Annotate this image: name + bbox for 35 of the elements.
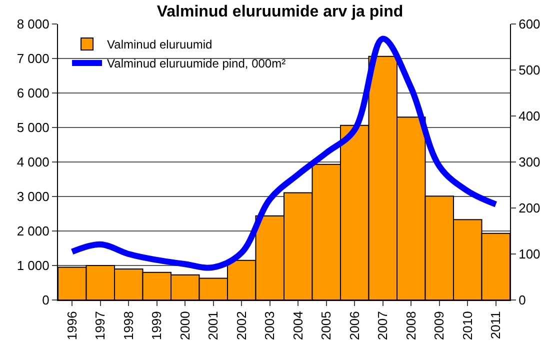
y-tick-label: 7 000 [16,51,50,66]
y2-tick-label: 400 [518,108,540,124]
y-tick-label: 1 000 [16,258,50,274]
y-tick-label: 0 [42,292,50,308]
x-tick-label: 2010 [460,311,475,340]
y2-tick-label: 100 [518,246,540,262]
y2-tick-label: 300 [518,154,540,170]
x-tick-label: 2005 [318,311,334,340]
x-tick-label: 2006 [346,311,362,340]
y-tick-label: 3 000 [16,189,50,204]
x-tick-label: 1998 [120,311,136,340]
y-tick-label: 8 000 [16,16,50,32]
x-tick-label: 2003 [262,311,278,340]
x-tick-label: 2000 [177,311,192,340]
y2-tick-label: 500 [518,62,540,78]
x-tick-label: 2008 [403,311,418,340]
y2-tick-label: 0 [518,292,526,308]
y-tick-label: 4 000 [16,154,50,170]
x-tick-label: 2009 [432,311,447,340]
x-tick-label: 1999 [149,311,164,340]
y-tick-label: 2 000 [16,224,50,239]
x-tick-label: 2002 [234,311,249,340]
chart-title: Valminud eluruumide arv ja pind [156,3,404,20]
x-tick-label: 2007 [375,311,390,340]
x-tick-label: 2011 [488,311,504,340]
x-tick-label: 1997 [92,311,108,340]
legend-label: Valminud eluruumid [107,38,212,52]
x-tick-label: 2004 [290,311,306,340]
y2-tick-label: 600 [518,16,540,32]
y-tick-label: 5 000 [16,120,50,136]
y-tick-label: 6 000 [16,86,50,101]
legend-label: Valminud eluruumide pind, 000m² [107,56,286,71]
y2-tick-label: 200 [518,200,540,216]
x-tick-label: 2001 [206,311,221,340]
x-tick-label: 1996 [64,311,80,340]
